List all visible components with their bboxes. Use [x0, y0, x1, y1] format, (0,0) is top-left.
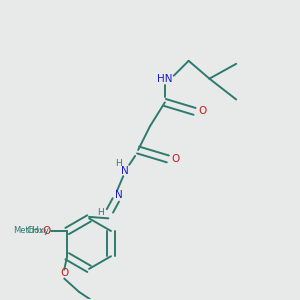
- Text: N: N: [121, 166, 129, 176]
- Text: HN: HN: [157, 74, 172, 84]
- Text: O: O: [60, 268, 68, 278]
- Text: O: O: [42, 226, 50, 236]
- Text: H: H: [98, 208, 104, 217]
- Text: H: H: [116, 159, 122, 168]
- Text: Methoxy: Methoxy: [14, 226, 50, 236]
- Text: O: O: [171, 154, 179, 164]
- Text: O: O: [198, 106, 206, 116]
- Text: N: N: [115, 190, 123, 200]
- Text: CH₃: CH₃: [26, 226, 43, 236]
